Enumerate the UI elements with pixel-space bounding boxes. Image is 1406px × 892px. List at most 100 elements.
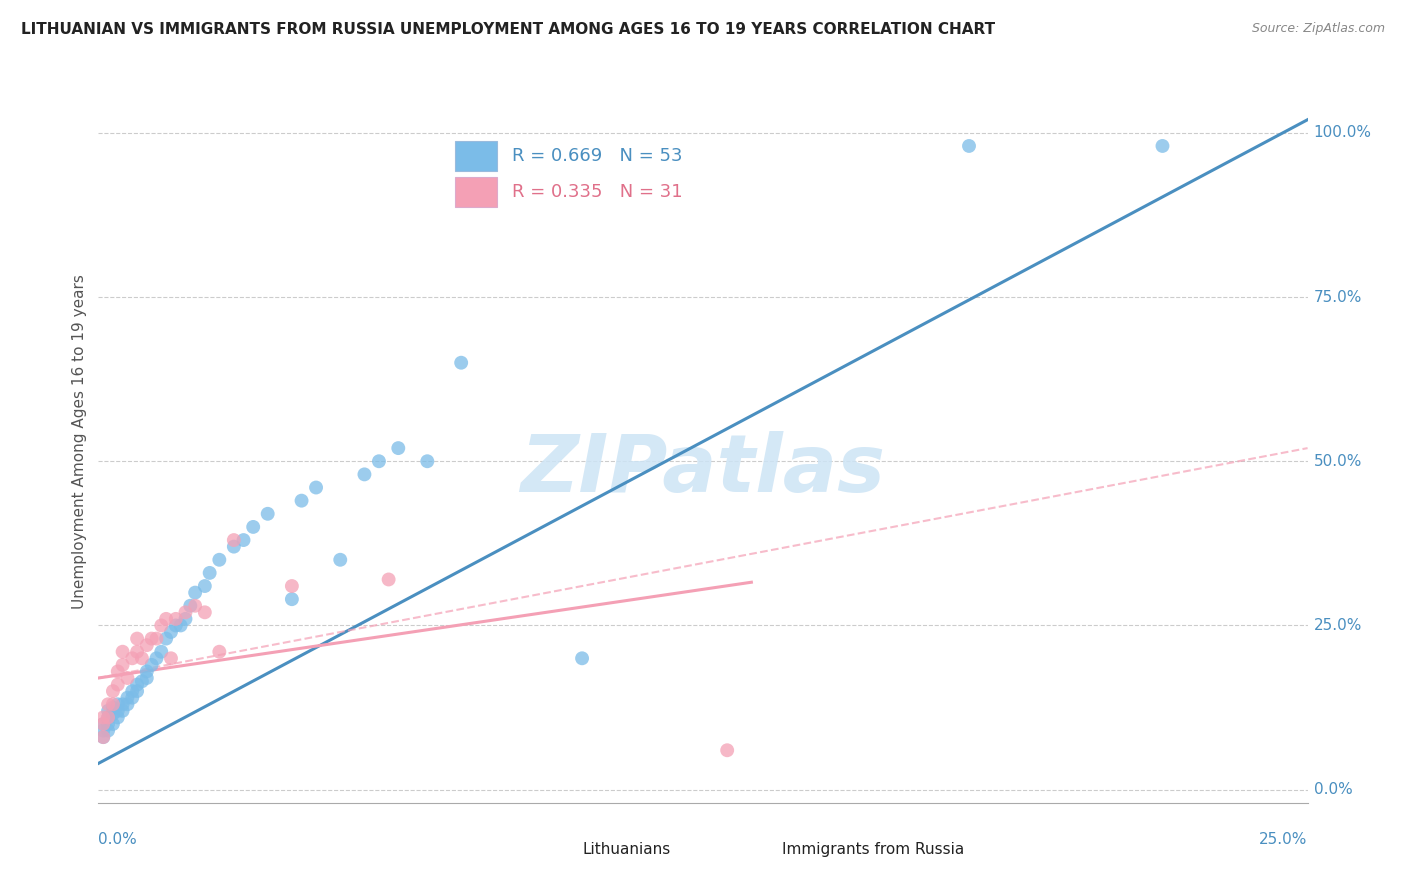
Point: [387, 441, 409, 455]
Point: [155, 632, 177, 646]
Point: [101, 698, 124, 712]
Point: [117, 698, 139, 712]
FancyBboxPatch shape: [546, 838, 576, 861]
Point: [571, 651, 593, 665]
Point: [91, 730, 114, 744]
Point: [1152, 139, 1174, 153]
Point: [97, 710, 120, 724]
Point: [127, 684, 149, 698]
Text: R = 0.335   N = 31: R = 0.335 N = 31: [512, 183, 682, 202]
FancyBboxPatch shape: [456, 178, 498, 208]
Point: [121, 651, 143, 665]
Text: 0.0%: 0.0%: [1313, 782, 1353, 797]
Text: 25.0%: 25.0%: [1313, 618, 1362, 633]
Point: [281, 579, 304, 593]
Point: [117, 690, 139, 705]
Point: [305, 481, 328, 495]
Point: [377, 573, 399, 587]
Point: [281, 592, 304, 607]
Point: [957, 139, 980, 153]
Point: [141, 657, 163, 672]
Point: [131, 651, 153, 665]
Point: [111, 704, 134, 718]
Point: [160, 625, 183, 640]
Point: [107, 704, 129, 718]
Text: 50.0%: 50.0%: [1313, 454, 1362, 468]
Point: [416, 454, 439, 468]
Point: [179, 599, 201, 613]
Point: [97, 710, 120, 724]
Point: [353, 467, 375, 482]
Point: [91, 723, 114, 738]
Text: Lithuanians: Lithuanians: [582, 841, 671, 856]
Text: R = 0.669   N = 53: R = 0.669 N = 53: [512, 147, 682, 165]
Point: [111, 698, 134, 712]
Point: [135, 638, 157, 652]
Point: [91, 717, 114, 731]
Point: [97, 723, 120, 738]
Point: [242, 520, 264, 534]
Text: 100.0%: 100.0%: [1313, 126, 1372, 140]
Point: [184, 585, 207, 599]
Point: [121, 684, 143, 698]
Point: [716, 743, 738, 757]
Point: [97, 704, 120, 718]
Point: [107, 710, 129, 724]
Point: [222, 540, 245, 554]
Point: [174, 605, 197, 619]
Point: [127, 645, 149, 659]
Point: [111, 645, 134, 659]
Point: [145, 651, 167, 665]
Text: Immigrants from Russia: Immigrants from Russia: [782, 841, 965, 856]
Text: Source: ZipAtlas.com: Source: ZipAtlas.com: [1251, 22, 1385, 36]
Point: [141, 632, 163, 646]
Point: [174, 612, 197, 626]
Point: [165, 618, 187, 632]
Point: [101, 684, 124, 698]
Point: [91, 717, 114, 731]
Point: [208, 645, 231, 659]
Text: 75.0%: 75.0%: [1313, 290, 1362, 304]
Point: [368, 454, 391, 468]
FancyBboxPatch shape: [745, 838, 776, 861]
Point: [97, 698, 120, 712]
Y-axis label: Unemployment Among Ages 16 to 19 years: Unemployment Among Ages 16 to 19 years: [72, 274, 87, 609]
Point: [127, 677, 149, 691]
Point: [222, 533, 245, 547]
Point: [91, 730, 114, 744]
Point: [208, 553, 231, 567]
Point: [127, 632, 149, 646]
Point: [329, 553, 352, 567]
Point: [101, 707, 124, 722]
Point: [150, 645, 173, 659]
Point: [97, 717, 120, 731]
Point: [232, 533, 254, 547]
FancyBboxPatch shape: [456, 141, 498, 171]
Point: [198, 566, 221, 580]
Point: [145, 632, 167, 646]
Point: [121, 690, 143, 705]
Point: [107, 698, 129, 712]
Point: [165, 612, 187, 626]
Text: 25.0%: 25.0%: [1260, 831, 1308, 847]
Point: [135, 665, 157, 679]
Point: [111, 657, 134, 672]
Point: [194, 605, 217, 619]
Point: [101, 700, 124, 714]
Text: LITHUANIAN VS IMMIGRANTS FROM RUSSIA UNEMPLOYMENT AMONG AGES 16 TO 19 YEARS CORR: LITHUANIAN VS IMMIGRANTS FROM RUSSIA UNE…: [21, 22, 995, 37]
Text: ZIPatlas: ZIPatlas: [520, 432, 886, 509]
Point: [107, 677, 129, 691]
Point: [107, 665, 129, 679]
Point: [101, 717, 124, 731]
Point: [131, 674, 153, 689]
Point: [135, 671, 157, 685]
Point: [169, 618, 191, 632]
Point: [184, 599, 207, 613]
Point: [194, 579, 217, 593]
Point: [160, 651, 183, 665]
Point: [290, 493, 312, 508]
Point: [256, 507, 278, 521]
Point: [117, 671, 139, 685]
Text: 0.0%: 0.0%: [98, 831, 138, 847]
Point: [450, 356, 472, 370]
